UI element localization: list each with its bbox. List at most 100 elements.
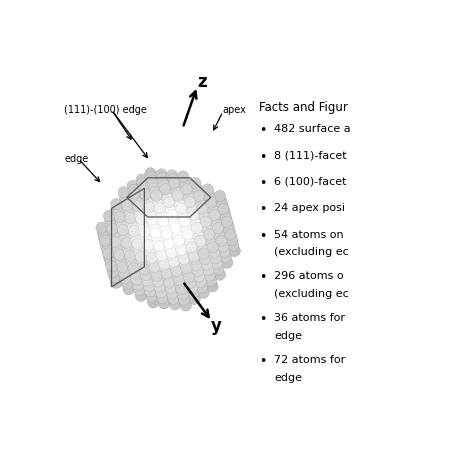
- Circle shape: [161, 228, 173, 239]
- Circle shape: [197, 203, 208, 214]
- Circle shape: [127, 257, 138, 268]
- Circle shape: [148, 220, 160, 231]
- Circle shape: [141, 232, 152, 243]
- Circle shape: [133, 202, 144, 213]
- Circle shape: [192, 267, 204, 278]
- Text: 72 atoms for: 72 atoms for: [274, 356, 345, 365]
- Circle shape: [183, 232, 194, 244]
- Circle shape: [154, 201, 165, 212]
- Circle shape: [150, 266, 161, 278]
- Circle shape: [137, 258, 148, 269]
- Circle shape: [143, 280, 155, 292]
- Circle shape: [181, 262, 192, 273]
- Circle shape: [137, 215, 147, 227]
- Circle shape: [151, 229, 162, 240]
- Circle shape: [218, 244, 229, 255]
- Circle shape: [186, 202, 197, 213]
- Circle shape: [153, 237, 164, 248]
- Circle shape: [150, 186, 161, 198]
- Circle shape: [210, 215, 222, 227]
- Circle shape: [181, 263, 192, 273]
- Circle shape: [215, 233, 227, 245]
- Circle shape: [147, 215, 158, 226]
- Circle shape: [205, 236, 217, 247]
- Circle shape: [136, 253, 147, 264]
- Circle shape: [169, 220, 181, 231]
- Circle shape: [146, 173, 157, 184]
- Circle shape: [180, 221, 191, 233]
- Circle shape: [202, 225, 214, 236]
- Circle shape: [155, 244, 166, 255]
- Circle shape: [127, 219, 138, 231]
- Circle shape: [221, 216, 233, 228]
- Circle shape: [121, 198, 132, 209]
- Circle shape: [142, 237, 154, 248]
- Circle shape: [148, 259, 159, 270]
- Circle shape: [130, 230, 141, 242]
- Circle shape: [103, 248, 114, 259]
- Circle shape: [185, 279, 196, 290]
- Circle shape: [218, 205, 229, 216]
- Circle shape: [178, 214, 190, 225]
- Circle shape: [128, 223, 139, 235]
- Circle shape: [209, 210, 220, 221]
- Circle shape: [160, 223, 171, 234]
- Circle shape: [172, 231, 183, 242]
- Circle shape: [112, 243, 123, 255]
- Circle shape: [109, 234, 121, 246]
- Text: 54 atoms on: 54 atoms on: [274, 229, 347, 239]
- Circle shape: [126, 214, 137, 225]
- Circle shape: [128, 225, 140, 237]
- Circle shape: [137, 256, 148, 267]
- Circle shape: [146, 254, 158, 265]
- Circle shape: [185, 238, 196, 249]
- Circle shape: [200, 253, 211, 264]
- Circle shape: [189, 254, 201, 265]
- Circle shape: [151, 270, 163, 282]
- Circle shape: [158, 178, 169, 189]
- Circle shape: [128, 263, 139, 274]
- Circle shape: [206, 238, 217, 249]
- Circle shape: [176, 244, 187, 255]
- Circle shape: [134, 206, 145, 218]
- Circle shape: [201, 259, 212, 270]
- Circle shape: [185, 277, 196, 288]
- Circle shape: [184, 195, 195, 206]
- Circle shape: [144, 245, 155, 256]
- Circle shape: [196, 282, 208, 293]
- Circle shape: [186, 241, 197, 253]
- Circle shape: [168, 175, 179, 187]
- Circle shape: [142, 198, 154, 209]
- Circle shape: [113, 247, 124, 258]
- Circle shape: [195, 198, 206, 209]
- Circle shape: [140, 228, 151, 239]
- Circle shape: [168, 215, 179, 226]
- Circle shape: [118, 264, 129, 275]
- Circle shape: [164, 241, 176, 252]
- Circle shape: [217, 201, 228, 213]
- Circle shape: [213, 224, 224, 236]
- Circle shape: [128, 264, 140, 276]
- Circle shape: [172, 228, 182, 239]
- Circle shape: [145, 286, 156, 297]
- Circle shape: [194, 235, 206, 246]
- Circle shape: [138, 262, 150, 273]
- Circle shape: [154, 281, 165, 292]
- Circle shape: [169, 218, 180, 229]
- Circle shape: [171, 228, 182, 239]
- Circle shape: [206, 240, 218, 251]
- Circle shape: [168, 254, 179, 265]
- Circle shape: [167, 290, 178, 301]
- Circle shape: [151, 231, 163, 242]
- Circle shape: [144, 245, 155, 256]
- Circle shape: [111, 199, 122, 210]
- Circle shape: [166, 207, 177, 219]
- Circle shape: [179, 255, 190, 266]
- Circle shape: [215, 231, 226, 243]
- Circle shape: [178, 292, 190, 304]
- Circle shape: [128, 223, 139, 235]
- Circle shape: [159, 260, 170, 272]
- Circle shape: [196, 242, 208, 254]
- Circle shape: [160, 185, 171, 196]
- Circle shape: [110, 238, 122, 249]
